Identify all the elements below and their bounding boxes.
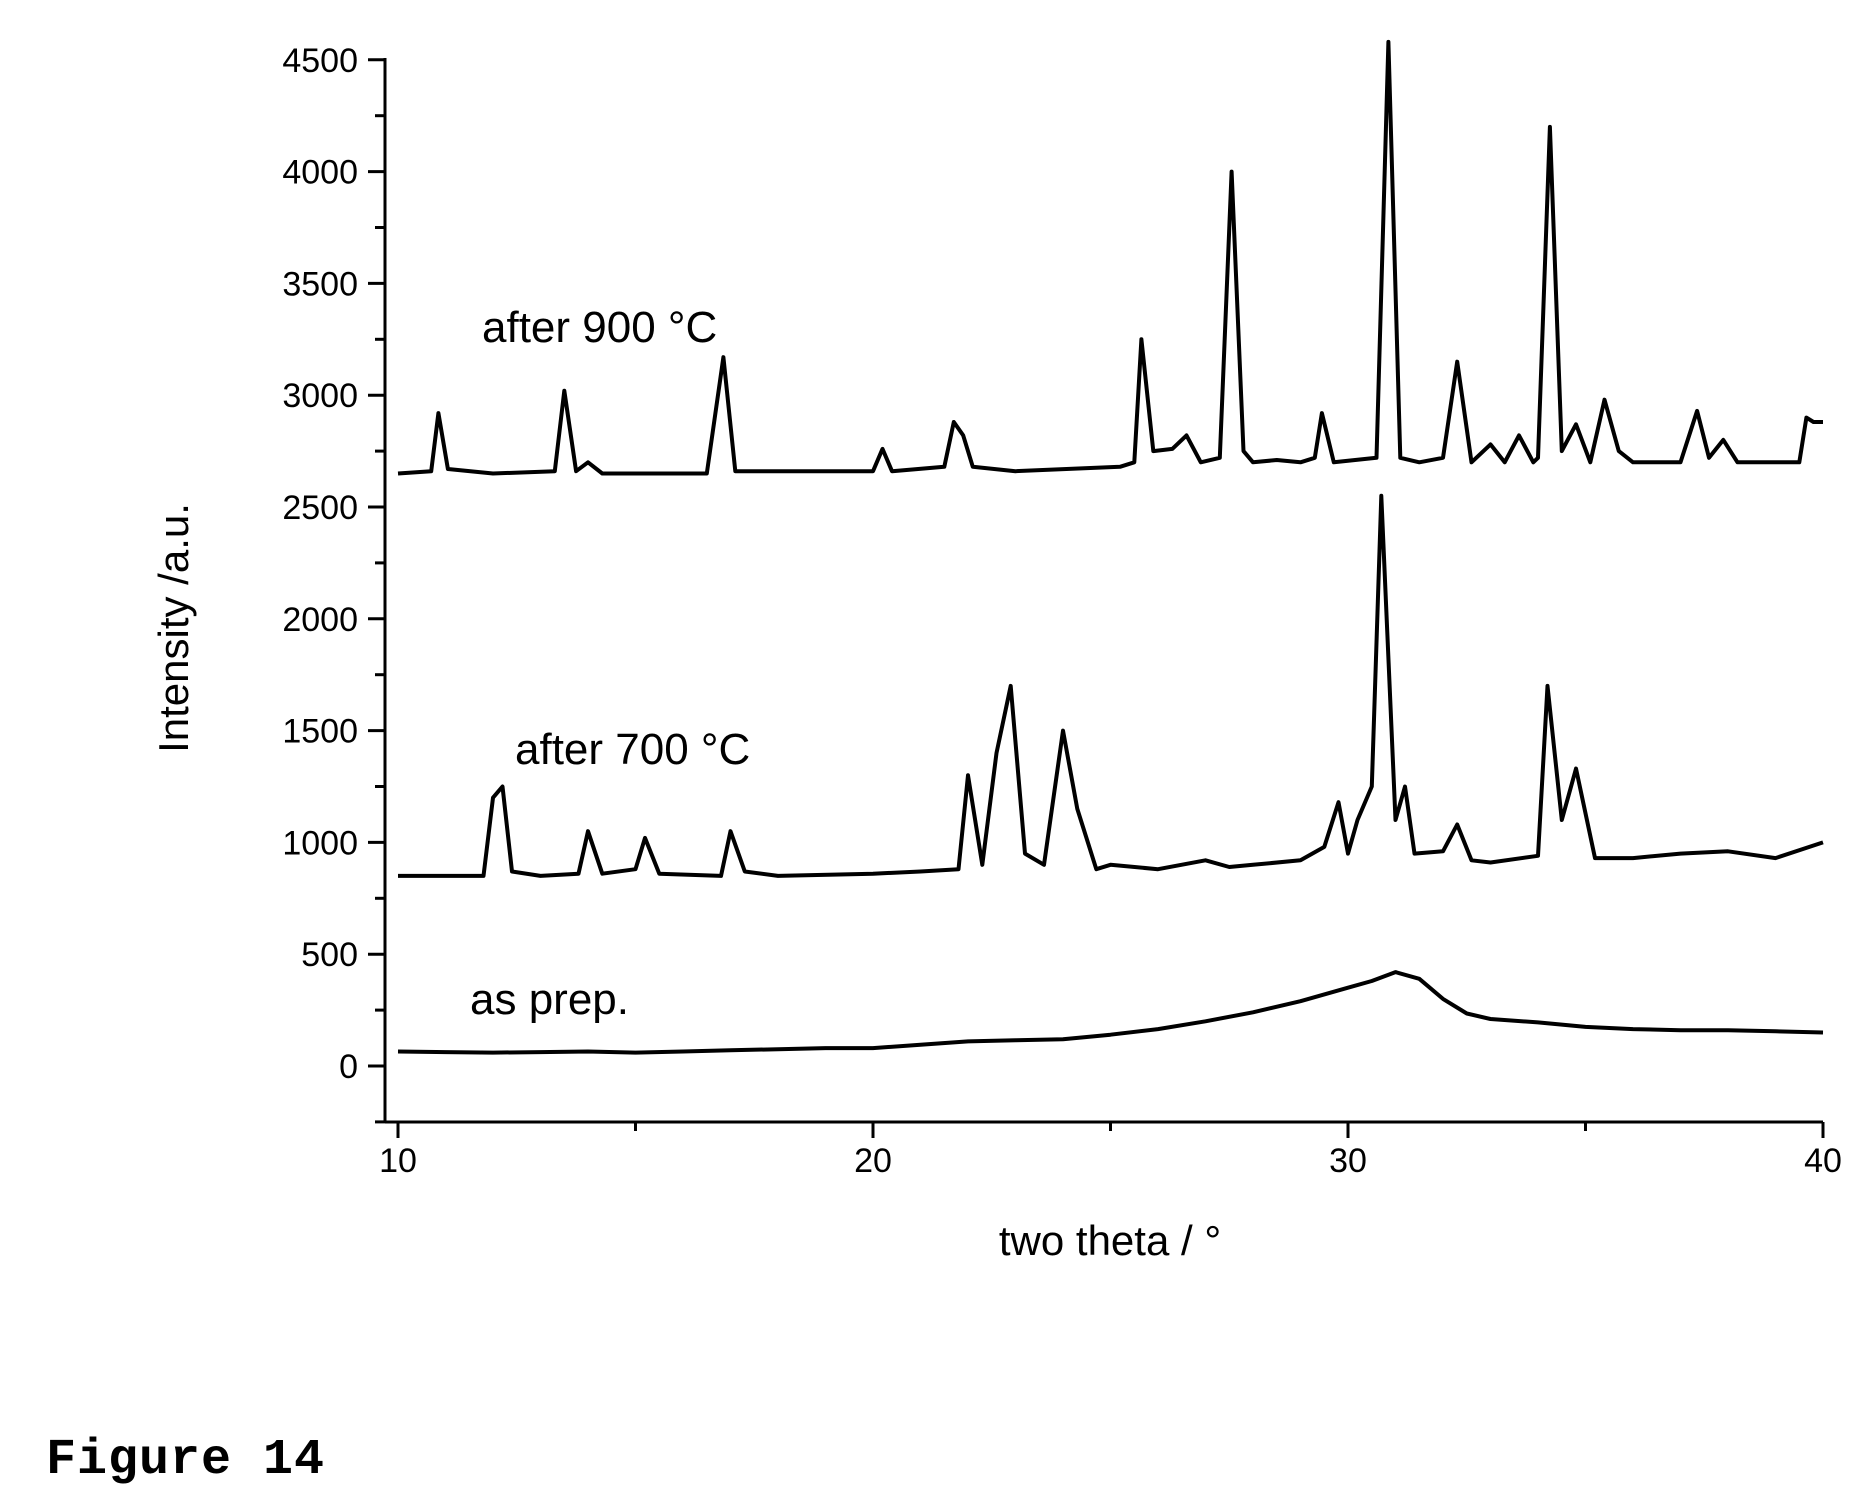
series-label-after-900: after 900 °C <box>482 303 717 352</box>
x-tick-label: 40 <box>1804 1142 1842 1180</box>
y-tick-label: 500 <box>301 936 358 974</box>
y-tick-label: 1000 <box>282 824 358 862</box>
x-tick-label: 10 <box>379 1142 417 1180</box>
y-tick-label: 1500 <box>282 713 358 751</box>
x-axis-title: two theta / ° <box>999 1217 1221 1264</box>
x-tick-label: 20 <box>854 1142 892 1180</box>
y-tick-label: 0 <box>339 1048 358 1086</box>
y-axis-title: Intensity /a.u. <box>150 503 197 753</box>
y-tick-label: 4000 <box>282 154 358 192</box>
y-tick-label: 3500 <box>282 265 358 303</box>
x-tick-label: 30 <box>1329 1142 1367 1180</box>
figure-caption: Figure 14 <box>46 1432 325 1489</box>
y-tick-label: 2500 <box>282 489 358 527</box>
series-label-after-700: after 700 °C <box>515 725 750 774</box>
series-line-after-900 <box>398 42 1823 474</box>
series-line-after-700 <box>398 496 1823 876</box>
y-tick-label: 2000 <box>282 601 358 639</box>
series-labels: as prep. after 700 °C after 900 °C <box>470 303 750 1024</box>
y-axis-ticks: 0 500 1000 1500 2000 2500 3000 3500 4000 4500 <box>282 42 385 1122</box>
y-tick-label: 4500 <box>282 42 358 80</box>
x-axis-ticks: 10 20 30 40 <box>379 1122 1842 1180</box>
y-tick-label: 3000 <box>282 377 358 415</box>
series-lines <box>398 42 1823 1053</box>
series-label-as-prep: as prep. <box>470 975 629 1024</box>
